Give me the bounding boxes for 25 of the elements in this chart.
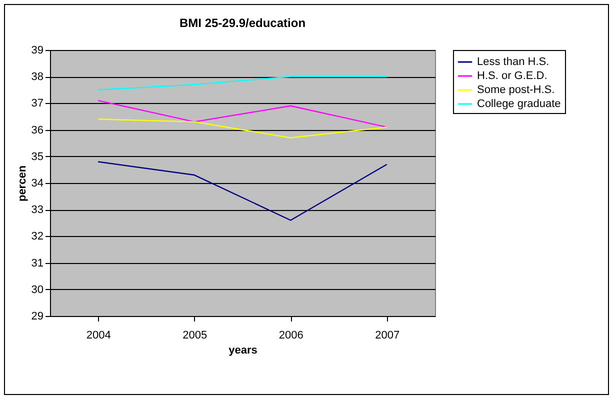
y-tick-label: 33 xyxy=(31,204,44,216)
y-tick-label: 31 xyxy=(31,257,44,270)
x-tick-label: 2004 xyxy=(86,330,111,342)
line-series xyxy=(98,161,388,221)
legend-label: Less than H.S. xyxy=(477,56,550,68)
y-tick-label: 29 xyxy=(31,310,44,322)
y-tick-label: 37 xyxy=(31,98,44,110)
chart-title: BMI 25-29.9/education xyxy=(179,16,306,30)
y-tick-label: 34 xyxy=(31,178,44,190)
legend-label: College graduate xyxy=(477,98,561,110)
y-tick-label: 39 xyxy=(31,44,44,56)
x-tick-label: 2007 xyxy=(375,330,400,342)
x-tick-label: 2006 xyxy=(278,330,304,342)
y-tick-label: 35 xyxy=(31,150,44,163)
line-series xyxy=(98,100,388,128)
line-series xyxy=(98,118,388,138)
x-axis-title: years xyxy=(228,344,258,356)
y-axis-title: percen xyxy=(16,165,28,202)
x-tick-label: 2005 xyxy=(182,330,208,342)
y-tick-label: 30 xyxy=(31,284,44,296)
legend-label: Some post-H.S. xyxy=(477,84,555,96)
legend-label: H.S. or G.E.D. xyxy=(477,70,548,82)
y-tick-label: 32 xyxy=(31,230,44,243)
y-tick-label: 38 xyxy=(31,71,44,84)
y-tick-label: 36 xyxy=(31,124,44,136)
